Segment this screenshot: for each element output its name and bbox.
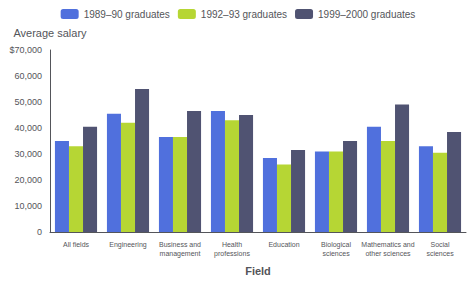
svg-text:0: 0 (37, 227, 42, 237)
svg-text:Social: Social (430, 241, 450, 248)
svg-text:Health: Health (222, 241, 242, 248)
svg-text:Mathematics and: Mathematics and (361, 241, 414, 248)
svg-text:Education: Education (268, 241, 299, 248)
svg-text:50,000: 50,000 (14, 97, 42, 107)
svg-text:Average salary: Average salary (13, 27, 87, 39)
svg-text:Engineering: Engineering (109, 241, 146, 249)
svg-text:Business and: Business and (159, 241, 201, 248)
svg-text:1989–90 graduates: 1989–90 graduates (84, 9, 170, 20)
svg-text:60,000: 60,000 (14, 71, 42, 81)
svg-text:30,000: 30,000 (14, 149, 42, 159)
svg-text:20,000: 20,000 (14, 175, 42, 185)
svg-text:All fields: All fields (63, 241, 90, 248)
svg-text:1999–2000 graduates: 1999–2000 graduates (318, 9, 415, 20)
svg-text:40,000: 40,000 (14, 123, 42, 133)
svg-text:other sciences: other sciences (365, 250, 411, 257)
svg-text:$70,000: $70,000 (9, 45, 42, 55)
svg-text:management: management (160, 250, 201, 258)
svg-text:Field: Field (245, 265, 271, 277)
svg-text:sciences: sciences (426, 250, 454, 257)
svg-text:Biological: Biological (321, 241, 351, 249)
svg-text:sciences: sciences (322, 250, 350, 257)
svg-text:10,000: 10,000 (14, 201, 42, 211)
svg-text:professions: professions (214, 250, 250, 258)
svg-text:1992–93 graduates: 1992–93 graduates (201, 9, 287, 20)
